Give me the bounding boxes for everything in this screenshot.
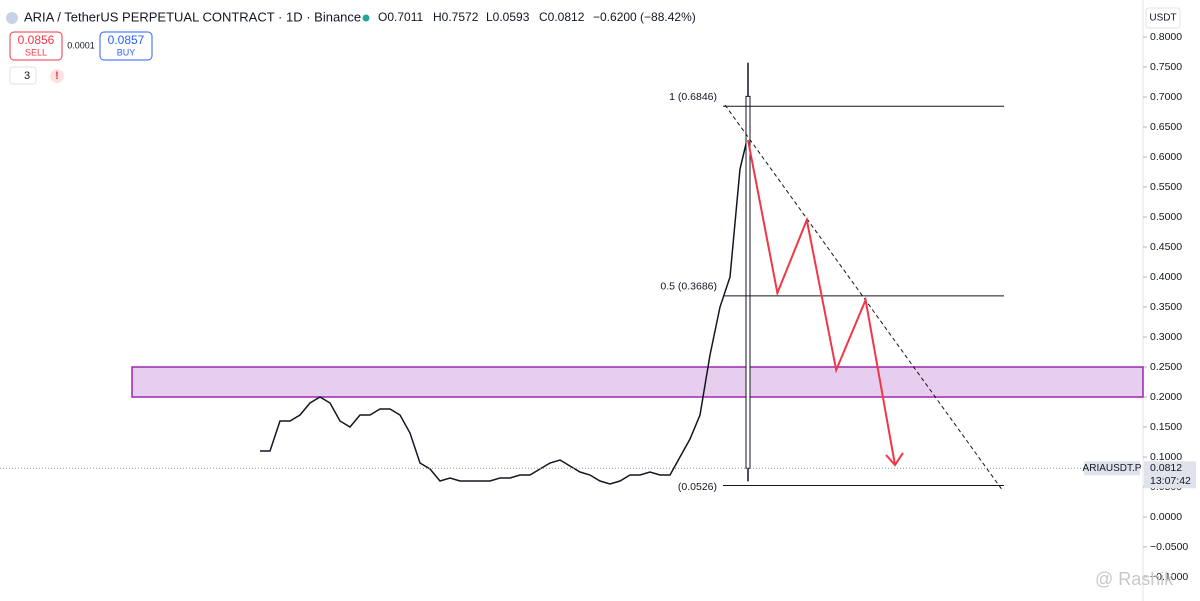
change: −0.6200 (−88.42%): [593, 10, 696, 24]
low: L0.0593: [486, 10, 530, 24]
y-tick-label: 0.2000: [1150, 391, 1182, 403]
y-tick-label: 0.3500: [1150, 301, 1182, 313]
buy-price: 0.0857: [108, 33, 145, 47]
sell-label: SELL: [25, 47, 47, 57]
y-tick-label: 0.1500: [1150, 421, 1182, 433]
y-tick-label: 0.5000: [1150, 211, 1182, 223]
close: C0.0812: [539, 10, 585, 24]
trendline: [724, 104, 1004, 492]
indicator-toggle[interactable]: [9, 66, 37, 85]
buy-button[interactable]: [99, 31, 153, 61]
y-tick-label: 0.2500: [1150, 361, 1182, 373]
price-tag: [1144, 461, 1196, 489]
y-tick-label: −0.0500: [1150, 541, 1188, 553]
y-tick-label: 0.8000: [1150, 31, 1182, 43]
fib-label: (0.0526): [678, 481, 717, 493]
indicator-count: 3: [24, 70, 30, 82]
arrow-head: [885, 452, 904, 467]
spread: 0.0001: [67, 40, 95, 50]
fib-label: 1 (0.6846): [669, 91, 717, 103]
y-tick-label: 0.7000: [1150, 91, 1182, 103]
buy-label: BUY: [117, 47, 136, 57]
zone: [131, 366, 1144, 398]
high: H0.7572: [433, 10, 479, 24]
alert-icon[interactable]: [50, 69, 64, 83]
watermark: @ Rashik: [1095, 569, 1174, 589]
y-tick-label: 0.5500: [1150, 181, 1182, 193]
symbol-label: ARIAUSDT.P: [1083, 463, 1142, 474]
last-price: 0.0812: [1150, 462, 1182, 474]
y-tick-label: 0.4000: [1150, 271, 1182, 283]
sell-button[interactable]: [9, 31, 63, 61]
y-tick-label: 0.6000: [1150, 151, 1182, 163]
y-tick-label: 0.0000: [1150, 511, 1182, 523]
symbol-tag: [1084, 461, 1140, 476]
fib-label: 0.5 (0.3686): [660, 281, 717, 293]
projection: [747, 139, 896, 466]
open: O0.7011: [378, 10, 423, 24]
y-tick-label: 0.3000: [1150, 331, 1182, 343]
symbol-icon: [6, 12, 18, 24]
countdown: 13:07:42: [1150, 475, 1191, 487]
y-tick-label: 0.6500: [1150, 121, 1182, 133]
currency-button[interactable]: [1145, 7, 1181, 29]
currency: USDT: [1149, 13, 1176, 24]
y-tick-label: 0.7500: [1150, 61, 1182, 73]
y-tick-label: 0.1000: [1150, 451, 1182, 463]
chart-title: ARIA / TetherUS PERPETUAL CONTRACT · 1D …: [24, 9, 361, 24]
alert: !: [55, 70, 59, 82]
sell-price: 0.0856: [18, 33, 55, 47]
price-line: [260, 126, 751, 485]
y-tick-label: −0.1000: [1150, 571, 1188, 583]
y-tick-label: 0.4500: [1150, 241, 1182, 253]
status-dot: [362, 14, 370, 22]
